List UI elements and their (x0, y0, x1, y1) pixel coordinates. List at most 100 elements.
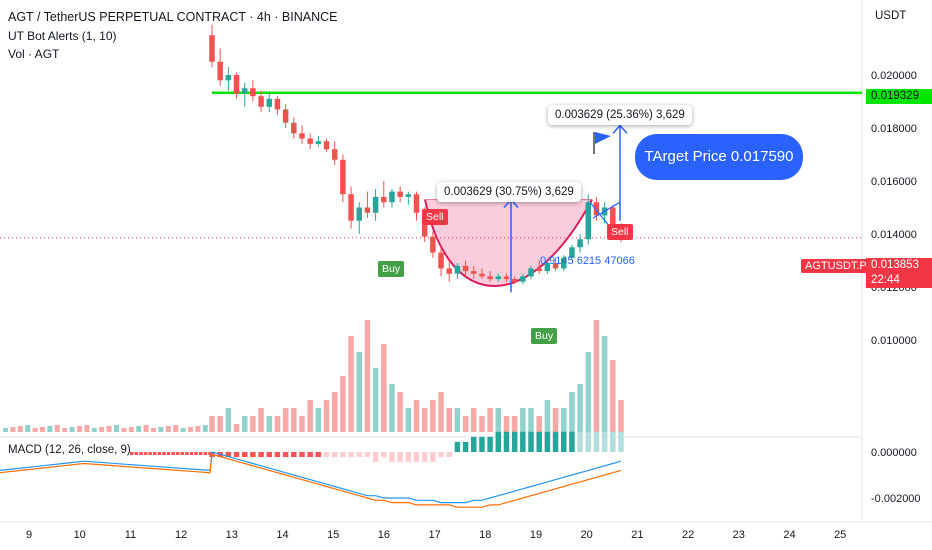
target-price-callout[interactable]: TArget Price 0.017590 (635, 134, 803, 180)
time-tick-label: 12 (175, 529, 187, 541)
macd-histogram-bar (552, 431, 559, 452)
macd-histogram-bar (479, 436, 485, 452)
volume-bar (165, 426, 171, 432)
volume-bar (560, 408, 567, 432)
volume-bar (91, 428, 97, 432)
macd-histogram-bar (413, 452, 420, 463)
macd-histogram-bar (389, 452, 395, 463)
volume-bar (471, 408, 477, 432)
macd-histogram-bar (446, 452, 452, 458)
chart-title: AGT / TetherUS PERPETUAL CONTRACT · 4h ·… (8, 10, 338, 24)
volume-bar (62, 428, 68, 432)
price-tick-label: 0.020000 (871, 70, 917, 82)
volume-bar (544, 400, 551, 432)
price-axis-unit[interactable]: USDT (875, 10, 907, 22)
candle-body (503, 276, 510, 280)
macd-histogram-bar (471, 436, 477, 452)
candle-body (266, 98, 273, 107)
candle-body (307, 138, 313, 144)
volume-bar (495, 408, 502, 432)
signal-line (0, 453, 622, 508)
candle-body (209, 35, 215, 62)
macd-histogram-bar (299, 452, 305, 458)
measure-callout-top[interactable]: 0.003629 (25.36%) 3,629 (548, 105, 692, 125)
volume-bar (10, 427, 16, 432)
indicator-ut-bot-label[interactable]: UT Bot Alerts (1, 10) (8, 29, 117, 43)
macd-tick-label: 0.000000 (871, 447, 917, 459)
candle-body (372, 196, 379, 213)
macd-histogram-bar (180, 452, 185, 455)
volume-bar (307, 400, 313, 432)
macd-histogram-bar (185, 452, 189, 455)
time-tick-label: 19 (530, 529, 542, 541)
indicator-volume-label[interactable]: Vol · AGT (8, 47, 60, 61)
candle-body (585, 202, 592, 240)
indicator-macd-label[interactable]: MACD (12, 26, close, 9) (8, 444, 131, 456)
macd-histogram-bar (397, 452, 403, 463)
candle-body (217, 61, 223, 81)
volume-bar (536, 416, 542, 432)
volume-bar (282, 408, 289, 432)
volume-bar (299, 416, 305, 432)
macd-histogram-bar (577, 431, 583, 452)
candle-body (528, 268, 534, 277)
volume-bar (47, 426, 53, 432)
volume-bar (372, 368, 379, 432)
candle-body (340, 159, 346, 195)
macd-histogram-bar (225, 452, 232, 458)
candle-body (610, 207, 616, 229)
last-price-tag: 0.013853 (866, 258, 932, 273)
candle-body (348, 194, 354, 221)
volume-bar (552, 408, 559, 432)
macd-histogram-bar (189, 452, 194, 455)
pennant-line (592, 201, 621, 219)
candle-body (520, 276, 526, 282)
cup-fill (425, 199, 592, 286)
resistance-price-tag: 0.019329 (866, 89, 932, 104)
sell-signal-badge: Sell (422, 209, 448, 225)
macd-histogram-bar (536, 431, 542, 452)
macd-histogram-bar (208, 452, 212, 455)
volume-bar (121, 428, 127, 432)
macd-histogram-bar (148, 452, 152, 455)
measure-arrowhead-top (612, 124, 628, 134)
candle-body (430, 236, 436, 253)
macd-histogram-bar (610, 431, 616, 452)
volume-bar (32, 428, 38, 432)
volume-bar (610, 360, 616, 432)
volume-bar (585, 352, 592, 432)
time-tick-label: 22 (682, 529, 694, 541)
candle-body (225, 75, 232, 81)
macd-histogram-bar (139, 452, 143, 455)
measure-callout-mid[interactable]: 0.003629 (30.75%) 3,629 (437, 182, 581, 202)
volume-bar (173, 425, 179, 432)
macd-histogram-bar (544, 431, 551, 452)
price-tick-label: 0.014000 (871, 229, 917, 241)
candle-body (560, 257, 567, 269)
macd-histogram-bar (593, 431, 600, 452)
fib-label: 0.9145 6215 47066 (540, 255, 635, 267)
volume-bar (601, 336, 608, 432)
volume-bar (528, 408, 534, 432)
volume-bar (479, 416, 485, 432)
candle-body (233, 75, 240, 94)
volume-bar (364, 320, 371, 432)
macd-histogram-bar (340, 452, 346, 458)
macd-histogram-bar (569, 431, 575, 452)
volume-bar (266, 416, 273, 432)
macd-histogram-bar (166, 452, 171, 455)
volume-bar (136, 426, 142, 432)
symbol-tag: AGTUSDT.P (801, 259, 871, 273)
macd-histogram-bar (315, 452, 322, 458)
macd-histogram-bar (157, 452, 162, 455)
volume-bar (25, 425, 31, 432)
buy-signal-badge: Buy (531, 328, 558, 344)
candle-body (381, 196, 387, 203)
macd-histogram-bar (162, 452, 166, 455)
candle-body (299, 133, 305, 139)
macd-histogram-bar (511, 431, 518, 452)
volume-bar (114, 425, 119, 432)
macd-histogram-bar (503, 431, 510, 452)
macd-line (0, 451, 622, 504)
